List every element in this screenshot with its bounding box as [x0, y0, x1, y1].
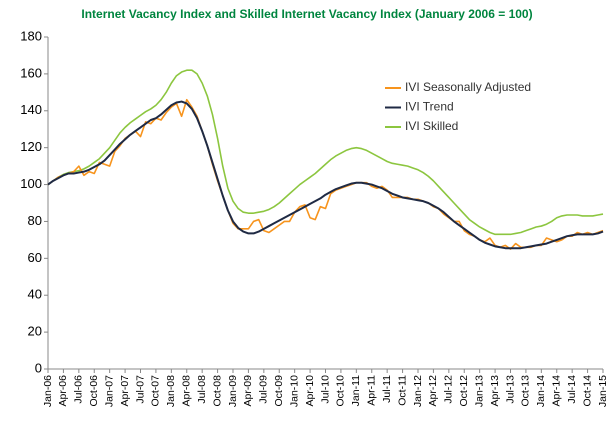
x-tick-label: Oct-11: [396, 375, 408, 406]
y-tick-label: 180: [20, 28, 42, 43]
x-tick-label: Apr-09: [242, 375, 254, 407]
chart-title: Internet Vacancy Index and Skilled Inter…: [81, 7, 532, 21]
x-tick-label: Jul-13: [504, 375, 516, 404]
x-tick-label: Oct-14: [581, 375, 593, 407]
x-tick-label: Jan-07: [103, 375, 115, 407]
legend-label: IVI Trend: [405, 100, 454, 114]
x-tick-label: Oct-07: [150, 375, 162, 407]
y-tick-label: 60: [28, 250, 42, 265]
x-tick-label: Oct-08: [211, 375, 223, 407]
y-tick-label: 160: [20, 65, 42, 80]
x-tick-label: Jul-09: [258, 375, 270, 404]
x-tick-label: Oct-06: [88, 375, 100, 407]
y-tick-label: 40: [28, 287, 42, 302]
y-tick-label: 140: [20, 102, 42, 117]
x-tick-label: Apr-13: [489, 375, 501, 407]
x-tick-label: Jul-12: [443, 375, 455, 404]
y-tick-label: 100: [20, 176, 42, 191]
x-tick-label: Jul-06: [73, 375, 85, 404]
x-tick-label: Apr-12: [427, 375, 439, 407]
y-tick-label: 80: [28, 213, 42, 228]
x-tick-label: Apr-14: [551, 375, 563, 407]
x-tick-label: Apr-11: [366, 375, 378, 406]
legend-label: IVI Skilled: [405, 119, 458, 133]
x-tick-label: Oct-09: [273, 375, 285, 407]
x-tick-label: Jan-10: [288, 375, 300, 407]
x-tick-label: Jul-10: [319, 375, 331, 404]
x-tick-label: Apr-08: [181, 375, 193, 407]
x-tick-label: Oct-10: [335, 375, 347, 407]
x-tick-label: Jan-13: [473, 375, 485, 407]
x-tick-label: Jul-14: [566, 375, 578, 404]
x-tick-label: Jan-09: [227, 375, 239, 407]
series-line: [47, 100, 604, 250]
x-tick-label: Jan-08: [165, 375, 177, 407]
x-tick-label: Apr-07: [119, 375, 131, 407]
y-tick-label: 20: [28, 324, 42, 339]
y-tick-label: 0: [35, 360, 42, 375]
x-tick-label: Jan-14: [535, 375, 547, 407]
x-tick-label: Jan-06: [42, 375, 54, 407]
x-tick-label: Oct-13: [520, 375, 532, 407]
x-tick-label: Jul-11: [381, 375, 393, 403]
x-tick-label: Jan-11: [350, 375, 362, 406]
x-tick-label: Apr-10: [304, 375, 316, 407]
legend-label: IVI Seasonally Adjusted: [405, 80, 531, 94]
x-tick-label: Apr-06: [57, 375, 69, 407]
x-tick-label: Oct-12: [458, 375, 470, 407]
x-tick-label: Jul-08: [196, 375, 208, 404]
x-tick-label: Jul-07: [134, 375, 146, 404]
series-line: [47, 69, 604, 236]
y-tick-label: 120: [20, 139, 42, 154]
x-tick-label: Jan-12: [412, 375, 424, 407]
x-tick-label: Jan-15: [597, 375, 609, 407]
